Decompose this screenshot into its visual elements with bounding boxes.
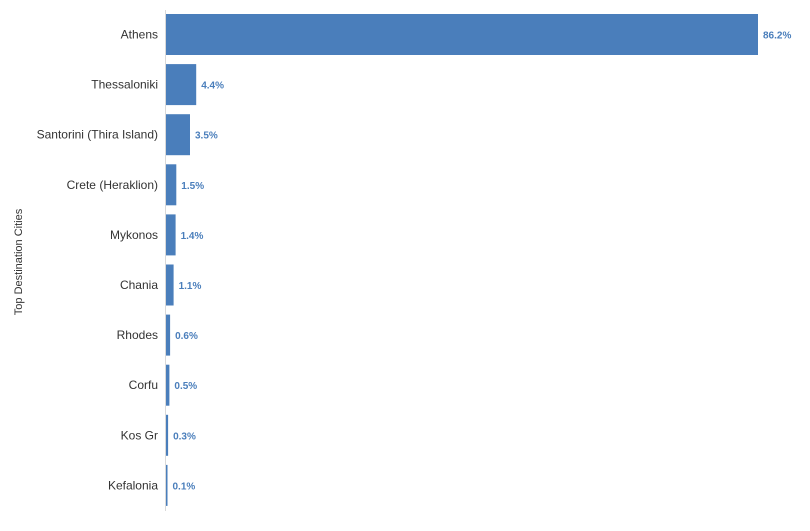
category-label-corfu: Corfu — [129, 378, 158, 392]
category-label-chania: Chania — [120, 278, 158, 292]
category-label-athens: Athens — [121, 28, 158, 42]
value-label-kos-gr: 0.3% — [173, 431, 196, 442]
value-label-rhodes: 0.6% — [175, 331, 198, 342]
category-label-kefalonia: Kefalonia — [108, 478, 158, 492]
category-label-rhodes: Rhodes — [117, 328, 158, 342]
category-label-santorini-thira-island: Santorini (Thira Island) — [37, 128, 158, 142]
bar-thessaloniki — [166, 64, 197, 106]
category-label-thessaloniki: Thessaloniki — [91, 78, 158, 92]
y-axis-title: Top Destination Cities — [13, 208, 25, 315]
value-label-kefalonia: 0.1% — [173, 481, 196, 492]
category-label-mykonos: Mykonos — [110, 228, 158, 242]
bar-mykonos — [166, 214, 176, 256]
value-label-chania: 1.1% — [179, 281, 202, 292]
bar-chania — [166, 264, 174, 306]
bar-rhodes — [166, 314, 171, 356]
value-label-santorini-thira-island: 3.5% — [195, 131, 218, 142]
bar-corfu — [166, 364, 170, 406]
value-label-corfu: 0.5% — [174, 381, 197, 392]
bar-santorini-thira-island — [166, 114, 190, 156]
value-label-crete-heraklion: 1.5% — [181, 181, 204, 192]
labels-layer: Athens 86.2% Thessaloniki 4.4% Santorini (Th… — [37, 28, 792, 493]
bar-crete-heraklion — [166, 164, 177, 206]
category-label-crete-heraklion: Crete (Heraklion) — [67, 178, 158, 192]
bar-athens — [166, 14, 758, 55]
category-label-kos-gr: Kos Gr — [121, 428, 158, 442]
value-label-athens: 86.2% — [763, 31, 791, 42]
value-label-mykonos: 1.4% — [181, 231, 204, 242]
bar-kos-gr — [166, 414, 169, 456]
bar-kefalonia — [166, 464, 168, 506]
value-label-thessaloniki: 4.4% — [201, 81, 224, 92]
bars-layer — [166, 14, 758, 506]
